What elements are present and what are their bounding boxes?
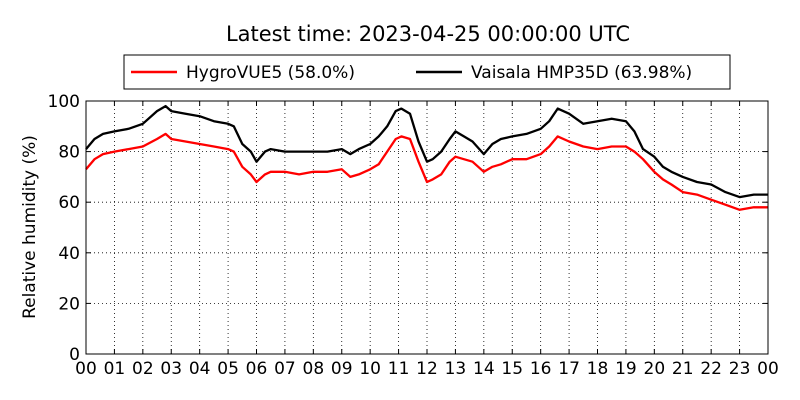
x-tick-label: 01	[104, 359, 126, 379]
x-tick-label: 19	[615, 359, 637, 379]
legend: HygroVUE5 (58.0%) Vaisala HMP35D (63.98%…	[123, 54, 731, 90]
series-line-vaisala	[85, 104, 768, 199]
plot-area	[86, 101, 768, 354]
x-tick-label: 14	[473, 359, 495, 379]
x-tick-label: 17	[558, 359, 580, 379]
x-tick-label: 10	[359, 359, 381, 379]
x-tick-label: 05	[217, 359, 239, 379]
x-tick-label: 08	[303, 359, 325, 379]
y-tick-label: 80	[58, 143, 80, 163]
x-tick-label: 16	[530, 359, 552, 379]
x-tick-label: 22	[700, 359, 722, 379]
x-tick-label: 18	[587, 359, 609, 379]
legend-entry-hygrovue5: HygroVUE5 (58.0%)	[186, 63, 355, 83]
y-tick-label: 100	[48, 92, 80, 112]
x-tick-label: 02	[132, 359, 154, 379]
y-tick-label: 40	[58, 244, 80, 264]
x-tick-label: 23	[729, 359, 751, 379]
x-tick-label: 06	[246, 359, 268, 379]
x-tick-label: 09	[331, 359, 353, 379]
x-tick-label: 13	[445, 359, 467, 379]
x-tick-label: 11	[388, 359, 410, 379]
x-tick-label: 00	[75, 359, 97, 379]
y-axis-label: Relative humidity (%)	[20, 135, 40, 319]
x-tick-label: 12	[416, 359, 438, 379]
series-line-hygrovue5	[85, 132, 768, 211]
x-tick-label: 20	[644, 359, 666, 379]
y-tick-label: 20	[58, 294, 80, 314]
x-tick-label: 21	[672, 359, 694, 379]
x-tick-label: 03	[160, 359, 182, 379]
grid	[86, 101, 768, 354]
y-tick-label: 60	[58, 193, 80, 213]
x-tick-label: 04	[189, 359, 211, 379]
x-tick-label: 15	[501, 359, 523, 379]
legend-entry-vaisala: Vaisala HMP35D (63.98%)	[471, 63, 692, 83]
y-tick-label: 0	[69, 345, 80, 365]
x-tick-label: 07	[274, 359, 296, 379]
chart-title: Latest time: 2023-04-25 00:00:00 UTC	[226, 22, 630, 46]
x-tick-label: 00	[757, 359, 779, 379]
